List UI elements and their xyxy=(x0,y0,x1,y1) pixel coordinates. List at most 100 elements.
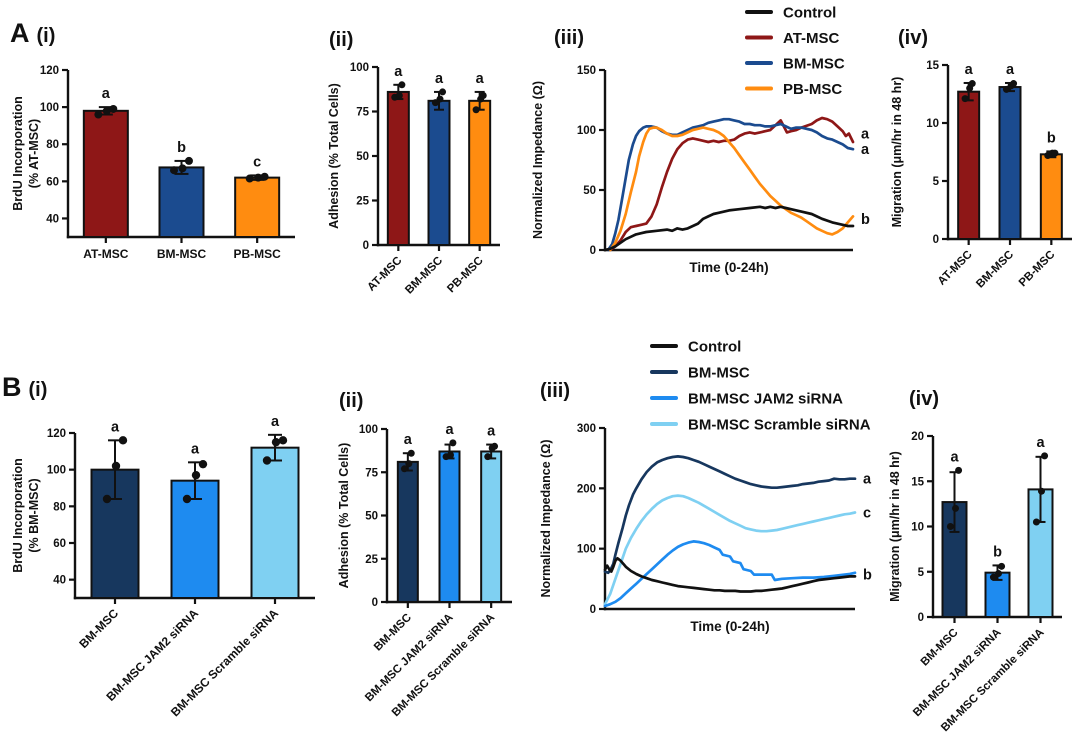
legend-item: AT-MSC xyxy=(745,30,840,47)
significance-letter: a xyxy=(487,424,496,440)
sub-label: (i) xyxy=(28,379,48,401)
data-point xyxy=(109,104,118,113)
significance-letter: a xyxy=(102,86,111,102)
data-point xyxy=(198,459,208,469)
y-tick-label: 120 xyxy=(40,65,59,77)
data-point xyxy=(995,570,1002,578)
y-tick-label: 0 xyxy=(918,612,924,624)
line-BM-MSC JAM2 siRNA xyxy=(603,540,857,608)
legend-label: Control xyxy=(688,339,741,356)
y-tick-label: 0 xyxy=(363,240,369,252)
y-axis-title: Normalized Impedance (Ω) xyxy=(539,440,553,598)
data-point xyxy=(182,494,192,504)
legend: Control AT-MSC BM-MSC PB-MSC xyxy=(745,5,845,98)
bar-BM-MSC: a BM-MSC xyxy=(372,432,419,654)
line-PB-MSC xyxy=(608,126,855,252)
y-tick-label: 0 xyxy=(933,234,939,246)
axes: 40 60 80 100 120 BrdU Incorporation (% BM-MSC) xyxy=(11,428,315,600)
y-tick-label: 50 xyxy=(356,151,369,163)
significance-letter: a xyxy=(191,441,200,457)
y-tick-label: 5 xyxy=(933,176,940,188)
bar-BM-MSC: a BM-MSC xyxy=(974,62,1022,291)
y-tick-label: 120 xyxy=(47,428,66,440)
data-point xyxy=(1010,80,1018,88)
y-axis-title: (% BM-MSC) xyxy=(27,478,41,552)
legend-item: PB-MSC xyxy=(745,81,842,98)
legend-item: BM-MSC Scramble siRNA xyxy=(650,417,871,434)
significance-letter: b xyxy=(993,544,1002,560)
brdu-bar-chart-A: 40 60 80 100 120 BrdU Incorporation (% AT-MSC)… xyxy=(11,65,295,261)
x-category-label: BM-MSC xyxy=(76,606,121,651)
significance-letter: c xyxy=(863,505,871,521)
data-point xyxy=(184,156,193,165)
data-point xyxy=(479,91,487,99)
data-point xyxy=(472,106,480,114)
data-point xyxy=(262,456,272,465)
data-point xyxy=(449,439,457,447)
x-category-label: BM-MSC xyxy=(974,249,1016,291)
significance-letter: a xyxy=(394,64,403,80)
data-point xyxy=(260,172,269,181)
data-point xyxy=(400,465,408,473)
y-axis-title: (% AT-MSC) xyxy=(27,119,41,188)
bar-AT-MSC: a AT-MSC xyxy=(82,86,129,261)
x-category-label: BM-MSC JAM2 siRNA xyxy=(104,606,202,704)
legend-label: BM-MSC JAM2 siRNA xyxy=(688,391,843,408)
panel-B-iii: 0 100 200 300 Normalized Impedance (Ω) a c b Tim… xyxy=(530,330,890,670)
data-point xyxy=(1032,518,1040,526)
sub-label: (i) xyxy=(36,25,56,47)
panel-B-ii: 0 25 50 75 100 Adhesion (% Total Cells) a BM-MS… xyxy=(330,380,545,755)
bar-AT-MSC: a AT-MSC xyxy=(365,64,410,294)
y-tick-label: 80 xyxy=(53,501,66,513)
legend-item: BM-MSC JAM2 siRNA xyxy=(650,391,843,408)
significance-letter: c xyxy=(253,154,261,170)
line-BM-MSC Scramble siRNA xyxy=(603,494,857,606)
data-point xyxy=(405,460,413,468)
y-axis-title: BrdU Incorporation xyxy=(11,458,25,573)
migration-bar-chart-B: 0 5 10 15 20 Migration (μm/hr in 48 hr) a BM-MS… xyxy=(888,431,1062,734)
y-tick-label: 15 xyxy=(926,60,939,72)
y-tick-label: 50 xyxy=(583,185,596,197)
bar-BM-MSC: b BM-MSC xyxy=(157,140,207,261)
sub-label: (iii) xyxy=(540,380,570,402)
panel-label-A-ii: (ii) xyxy=(322,24,353,51)
line-Control xyxy=(603,556,857,593)
data-point xyxy=(102,106,111,115)
panel-label-A-iii: (iii) xyxy=(547,22,584,49)
legend-label: BM-MSC xyxy=(783,56,845,73)
data-point xyxy=(245,174,254,183)
data-point xyxy=(398,81,406,89)
y-tick-label: 40 xyxy=(53,575,66,587)
panel-A-i: 40 60 80 100 120 BrdU Incorporation (% AT-MSC)… xyxy=(8,8,308,313)
significance-letter: b xyxy=(863,568,872,584)
y-tick-label: 50 xyxy=(365,511,378,523)
legend: Control BM-MSC BM-MSC JAM2 siRNA BM-MSC Scr… xyxy=(650,339,871,434)
adhesion-bar-chart-A: 0 25 50 75 100 Adhesion (% Total Cells) a AT-MS… xyxy=(327,62,500,297)
row-letter: A xyxy=(10,18,30,48)
data-point xyxy=(436,95,444,103)
impedance-line-chart-B: 0 100 200 300 Normalized Impedance (Ω) a c b Tim… xyxy=(539,339,872,635)
panel-label-A-iv: (iv) xyxy=(891,22,928,49)
data-point xyxy=(111,461,121,471)
significance-letter: a xyxy=(1006,62,1015,78)
x-category-label: BM-MSC xyxy=(919,627,961,669)
y-tick-label: 100 xyxy=(577,125,596,137)
adhesion-bar-chart-B: 0 25 50 75 100 Adhesion (% Total Cells) a BM-MS… xyxy=(337,422,512,719)
bar-PB-MSC: c PB-MSC xyxy=(233,154,281,261)
data-point xyxy=(395,91,403,99)
sub-label: (iv) xyxy=(898,27,928,49)
panel-label-B-iii: (iii) xyxy=(533,375,570,402)
y-tick-label: 200 xyxy=(577,483,596,495)
data-point xyxy=(491,442,499,450)
data-point xyxy=(946,523,954,530)
data-point xyxy=(1051,149,1059,157)
y-tick-label: 0 xyxy=(372,597,378,609)
y-tick-label: 40 xyxy=(46,213,59,225)
data-point xyxy=(998,562,1006,570)
y-tick-label: 80 xyxy=(46,139,59,151)
x-category-label: BM-MSC xyxy=(403,255,445,297)
y-tick-label: 0 xyxy=(590,604,596,616)
y-axis-title: BrdU Incorporation xyxy=(11,96,25,211)
y-axis-title: Adhesion (% Total Cells) xyxy=(337,443,351,589)
